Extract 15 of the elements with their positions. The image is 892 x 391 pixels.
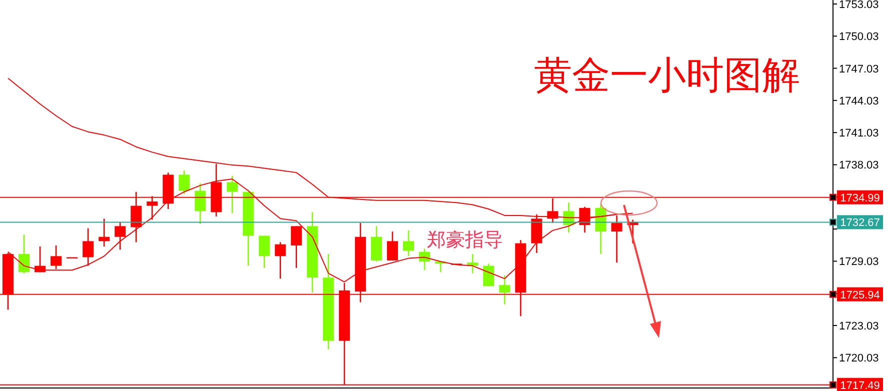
y-tick-label: 1738.03 xyxy=(839,160,879,172)
ref-line-label: 1734.99 xyxy=(840,192,880,204)
y-tick-label: 1720.03 xyxy=(839,352,879,365)
y-tick-label: 1741.03 xyxy=(839,128,879,140)
y-tick-label: 1729.03 xyxy=(839,256,879,268)
y-tick-label: 1753.03 xyxy=(839,0,879,11)
text: 黄金一小时图解 xyxy=(534,55,800,97)
ref-line-label: 1732.67 xyxy=(840,217,880,230)
ref-line-label: 1725.94 xyxy=(840,289,880,302)
y-tick-label: 1750.03 xyxy=(839,31,879,44)
annotation: 郑豪指导 xyxy=(427,230,503,251)
y-tick-label: 1747.03 xyxy=(839,63,879,76)
y-tick-label: 1744.03 xyxy=(839,95,879,108)
y-tick-label: 1723.03 xyxy=(839,320,879,333)
ref-line-label: 1717.49 xyxy=(840,380,880,391)
